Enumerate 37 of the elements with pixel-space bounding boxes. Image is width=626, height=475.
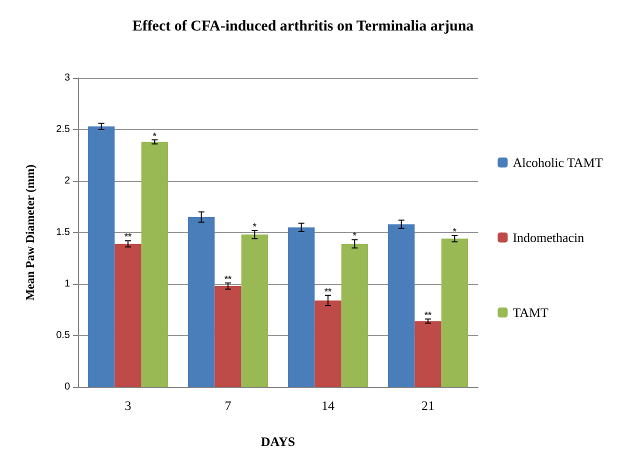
bar xyxy=(188,217,215,387)
data-label: ** xyxy=(124,232,132,242)
data-label: * xyxy=(452,226,457,237)
data-label: * xyxy=(352,230,357,241)
x-axis-title: DAYS xyxy=(260,434,296,449)
bar xyxy=(114,244,142,387)
data-label: * xyxy=(152,130,157,141)
x-tick-label: 7 xyxy=(224,398,232,413)
y-tick-label: 1 xyxy=(64,278,70,290)
legend-label: Alcoholic TAMT xyxy=(512,155,603,170)
y-tick-label: 2.5 xyxy=(56,124,70,135)
bar xyxy=(288,227,315,387)
data-label: ** xyxy=(324,286,332,296)
x-tick-label: 14 xyxy=(322,398,335,413)
bar xyxy=(314,300,342,387)
data-label: ** xyxy=(224,274,232,284)
bar xyxy=(341,244,368,387)
bar xyxy=(441,238,468,387)
y-tick-label: 0.5 xyxy=(56,330,70,341)
x-tick-label: 3 xyxy=(124,398,132,413)
bar xyxy=(88,126,115,387)
bar xyxy=(241,234,268,387)
bar xyxy=(388,224,415,387)
legend-label: Indomethacin xyxy=(512,230,585,245)
y-axis-title: Mean Paw Diameter (mm) xyxy=(23,164,37,301)
y-tick-label: 1.5 xyxy=(56,227,70,238)
legend-label: TAMT xyxy=(512,305,549,320)
y-tick-label: 0 xyxy=(64,382,70,392)
data-label: ** xyxy=(424,310,432,320)
y-tick-label: 2 xyxy=(64,176,70,186)
y-tick-label: 3 xyxy=(64,72,70,84)
bar xyxy=(141,142,168,387)
bar xyxy=(214,286,242,387)
data-label: * xyxy=(252,221,257,232)
x-tick-label: 21 xyxy=(422,398,434,413)
bar xyxy=(414,321,442,387)
chart-title: Effect of CFA-induced arthritis on Terminalia arjuna xyxy=(132,18,474,34)
